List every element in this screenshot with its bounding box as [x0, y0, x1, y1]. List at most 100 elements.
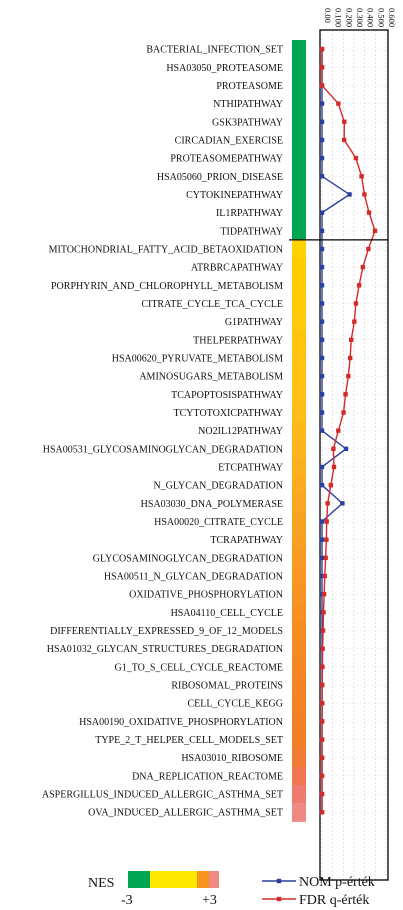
nes-cell	[292, 712, 306, 732]
data-point	[319, 155, 325, 161]
nes-cell	[292, 385, 306, 404]
legend-marker	[276, 896, 282, 902]
nes-legend-swatch	[150, 871, 177, 888]
x-tick-label: 0.00	[323, 8, 333, 23]
nes-cell	[292, 94, 306, 114]
data-point	[336, 428, 341, 433]
nes-cell	[292, 40, 306, 59]
nes-cell	[292, 112, 306, 132]
legend-label: FDR q-érték	[299, 893, 369, 908]
nes-cell	[292, 276, 306, 295]
pathway-label: G1PATHWAY	[225, 317, 283, 328]
data-point	[319, 773, 325, 779]
data-point	[319, 337, 325, 343]
nes-cell	[292, 258, 306, 277]
nes-legend-swatch	[209, 871, 219, 888]
legend-marker	[276, 878, 282, 884]
data-point	[331, 464, 337, 470]
nes-cell	[292, 748, 306, 768]
pathway-label: HSA00020_CITRATE_CYCLE	[154, 517, 283, 528]
nes-cell	[292, 439, 306, 459]
nes-cell	[292, 58, 306, 77]
data-point	[341, 410, 346, 415]
nes-cell	[292, 530, 306, 550]
data-point	[341, 137, 347, 143]
nes-cell	[292, 76, 306, 96]
nes-legend-min: -3	[121, 893, 133, 908]
pathway-label: TIDPATHWAY	[220, 226, 283, 237]
nes-cell	[292, 512, 306, 532]
pathway-label: RIBOSOMAL_PROTEINS	[171, 681, 283, 692]
nes-legend-swatch	[128, 871, 150, 888]
pathway-label: HSA03030_DNA_POLYMERASE	[141, 499, 283, 510]
pathway-label: CELL_CYCLE_KEGG	[187, 699, 283, 710]
data-point	[325, 501, 330, 506]
nes-cell	[292, 239, 306, 259]
pathway-label: N_GLYCAN_DEGRADATION	[153, 481, 283, 492]
pathway-label: ATRBRCAPATHWAY	[191, 263, 283, 274]
data-point	[319, 210, 325, 215]
x-tick-label: 0.300	[355, 8, 365, 27]
nes-cell	[292, 585, 306, 604]
pathway-label: TCRAPATHWAY	[210, 535, 283, 546]
nes-cell	[292, 694, 306, 713]
nes-cell	[292, 657, 306, 677]
nes-legend-max: +3	[202, 893, 217, 908]
plot-frame	[319, 29, 389, 881]
data-point	[372, 228, 378, 233]
nes-cell	[292, 603, 306, 623]
data-point	[324, 537, 329, 542]
data-point	[319, 101, 325, 106]
pathway-label: IL1RPATHWAY	[216, 208, 283, 219]
nes-cell	[292, 494, 306, 514]
nes-cell	[292, 766, 306, 786]
nes-cell	[292, 403, 306, 423]
pathway-label: TCAPOPTOSISPATHWAY	[171, 390, 283, 401]
pathway-label: AMINOSUGARS_METABOLISM	[139, 372, 283, 383]
data-point	[319, 719, 325, 724]
data-point	[356, 283, 362, 288]
pathway-label: OVA_INDUCED_ALLERGIC_ASTHMA_SET	[88, 808, 283, 819]
nes-cell	[292, 348, 306, 368]
data-point	[319, 246, 325, 252]
data-point	[320, 646, 325, 651]
data-point	[336, 101, 341, 106]
data-point	[320, 701, 325, 706]
data-point	[342, 119, 347, 124]
data-point	[366, 210, 372, 215]
nes-legend-label: NES	[88, 876, 114, 891]
x-tick-label: 0.100	[334, 8, 344, 27]
nes-cell	[292, 803, 306, 822]
data-point	[349, 337, 354, 343]
data-point	[319, 555, 325, 561]
data-point	[362, 192, 367, 197]
data-point	[360, 264, 366, 270]
nes-cell	[292, 457, 306, 477]
nes-cell	[292, 185, 306, 205]
data-point	[331, 446, 336, 452]
data-point	[319, 573, 325, 579]
data-point	[319, 428, 325, 433]
data-point	[319, 228, 325, 233]
data-point	[319, 810, 325, 815]
data-point	[319, 83, 325, 88]
nes-cell	[292, 167, 306, 186]
series-lines	[319, 46, 378, 815]
data-point	[320, 664, 325, 670]
data-point	[319, 301, 325, 306]
x-tick-label: 0.200	[344, 8, 354, 27]
pathway-label: TYPE_2_T_HELPER_CELL_MODELS_SET	[95, 735, 283, 746]
nes-cell	[292, 784, 306, 804]
pathway-label: HSA00620_PYRUVATE_METABOLISM	[112, 353, 283, 364]
nes-legend: NES -3 +3	[88, 871, 219, 908]
data-point	[346, 373, 351, 379]
pathway-label: CITRATE_CYCLE_TCA_CYCLE	[141, 299, 283, 310]
data-point	[319, 537, 325, 542]
data-point	[323, 555, 328, 561]
data-point	[353, 301, 359, 306]
nes-legend-swatch	[177, 871, 197, 888]
nes-cell	[292, 566, 306, 586]
data-point	[328, 482, 334, 488]
x-tick-label: 0.400	[366, 8, 376, 27]
data-point	[320, 628, 326, 633]
